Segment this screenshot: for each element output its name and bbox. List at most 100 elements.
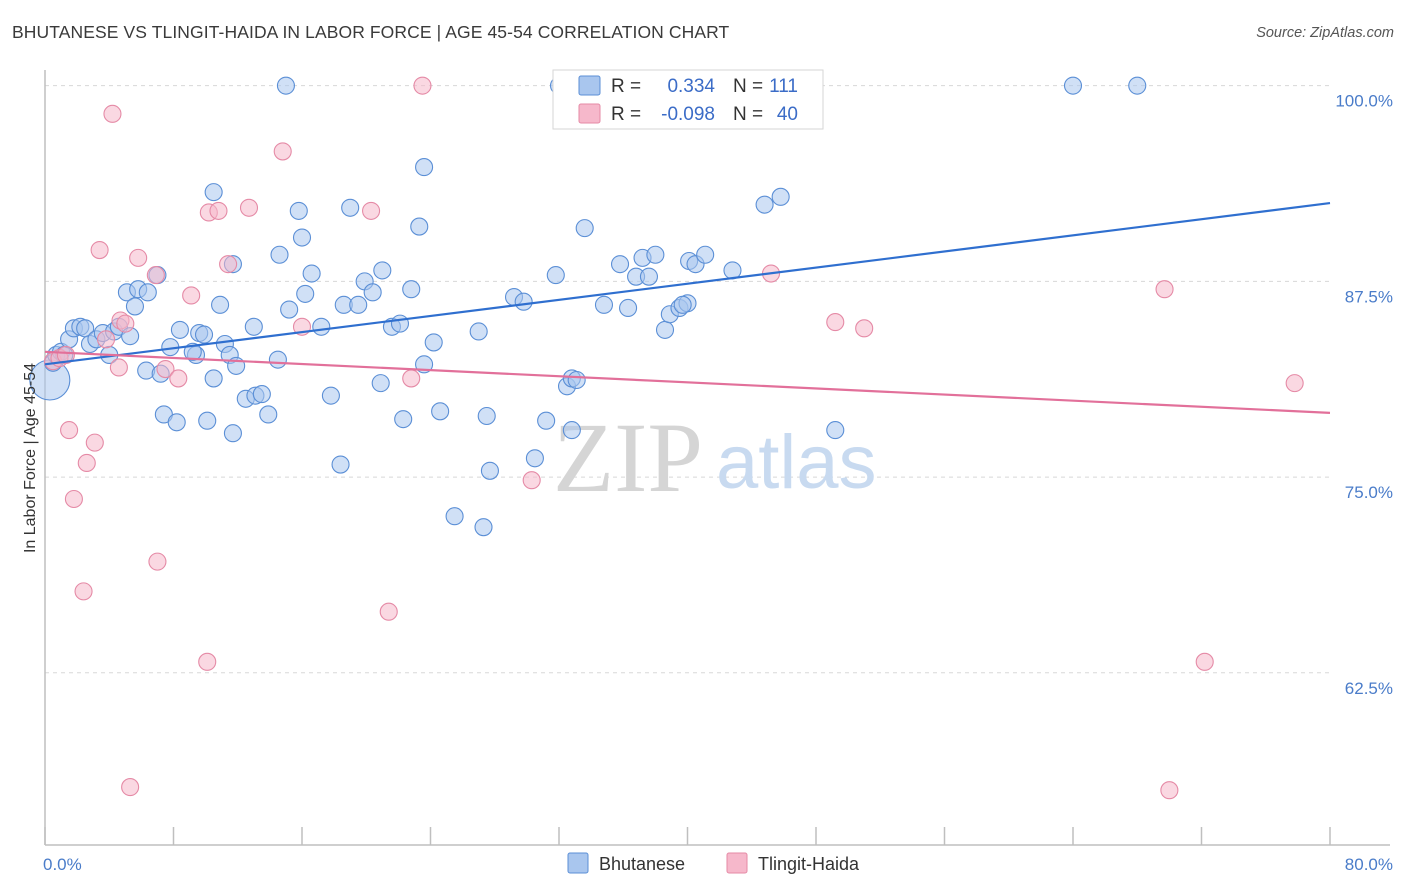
watermark-zip: ZIP bbox=[553, 402, 703, 513]
bhutanese-point-47 bbox=[270, 245, 289, 264]
bhutanese-point-68 bbox=[424, 333, 443, 352]
bhutanese-point-72 bbox=[445, 507, 464, 526]
x-tick-label-0: 0.0% bbox=[43, 855, 82, 874]
tlingit-haida-point-34 bbox=[826, 313, 845, 332]
bhutanese-point-33 bbox=[211, 295, 230, 314]
tlingit-haida-point-11 bbox=[109, 358, 128, 377]
watermark: ZIP atlas bbox=[553, 402, 877, 513]
legend-swatch-blue bbox=[578, 75, 601, 96]
bhutanese-point-106 bbox=[826, 421, 845, 440]
y-tick-label-2: 87.5% bbox=[1345, 287, 1393, 306]
bhutanese-point-70 bbox=[410, 217, 429, 236]
tlingit-haida-point-32 bbox=[522, 471, 541, 490]
bhutanese-point-105 bbox=[771, 187, 790, 206]
legend-n-value-1: 111 bbox=[769, 76, 798, 97]
bhutanese-point-48 bbox=[276, 76, 295, 95]
bhutanese-point-64 bbox=[390, 314, 410, 333]
bhutanese-point-85 bbox=[567, 370, 586, 390]
watermark-atlas: atlas bbox=[716, 420, 877, 505]
bhutanese-point-53 bbox=[312, 317, 331, 336]
tlingit-haida-point-37 bbox=[1195, 652, 1214, 671]
tlingit-haida-point-35 bbox=[855, 319, 874, 338]
bhutanese-point-81 bbox=[546, 266, 565, 285]
bhutanese-point-46 bbox=[280, 300, 299, 319]
tick-labels: 62.5% 75.0% 87.5% 100.0% 0.0% 80.0% bbox=[43, 92, 1393, 874]
chart-title: BHUTANESE VS TLINGIT-HAIDA IN LABOR FORC… bbox=[12, 22, 730, 42]
tlingit-haida-point-38 bbox=[1285, 374, 1304, 393]
tlingit-haida-trend-line bbox=[44, 350, 1331, 414]
bhutanese-point-87 bbox=[575, 219, 594, 238]
bhutanese-point-74 bbox=[474, 518, 493, 537]
axes bbox=[44, 70, 1390, 846]
tlingit-haida-point-7 bbox=[85, 433, 104, 452]
tlingit-haida-point-23 bbox=[219, 255, 238, 274]
bhutanese-point-73 bbox=[469, 322, 488, 341]
tlingit-haida-point-3 bbox=[60, 421, 79, 440]
tlingit-haida-point-22 bbox=[209, 201, 228, 220]
bhutanese-point-69 bbox=[431, 402, 450, 421]
legend-n-label-2: N = bbox=[733, 104, 763, 125]
bhutanese-point-52 bbox=[302, 264, 321, 283]
tlingit-haida-point-13 bbox=[116, 314, 135, 333]
bottom-legend-bhutanese: Bhutanese bbox=[599, 854, 685, 874]
bhutanese-point-17 bbox=[125, 297, 144, 316]
bhutanese-point-88 bbox=[594, 295, 614, 314]
tlingit-haida-point-10 bbox=[103, 104, 122, 123]
tlingit-haida-point-24 bbox=[198, 652, 217, 671]
bhutanese-point-99 bbox=[673, 295, 692, 314]
tlingit-haida-point-15 bbox=[129, 248, 148, 267]
tlingit-haida-point-28 bbox=[362, 201, 381, 220]
bhutanese-point-57 bbox=[341, 198, 360, 217]
tlingit-haida-point-29 bbox=[379, 602, 398, 621]
legend-swatch-pink bbox=[578, 103, 601, 124]
bhutanese-point-79 bbox=[525, 449, 544, 468]
bhutanese-point-61 bbox=[371, 374, 390, 393]
bhutanese-point-51 bbox=[296, 284, 315, 303]
bhutanese-point-58 bbox=[349, 295, 368, 314]
bhutanese-point-66 bbox=[402, 280, 421, 299]
bhutanese-point-78 bbox=[514, 292, 533, 311]
tlingit-haida-point-36 bbox=[1155, 280, 1174, 299]
bhutanese-point-90 bbox=[619, 298, 638, 318]
bhutanese-point-44 bbox=[244, 317, 263, 336]
tlingit-haida-point-20 bbox=[182, 286, 201, 305]
bhutanese-point-71 bbox=[415, 158, 434, 177]
bhutanese-point-38 bbox=[204, 183, 223, 202]
y-tick-label-3: 100.0% bbox=[1335, 92, 1393, 111]
trend-lines bbox=[44, 201, 1331, 414]
bhutanese-point-86 bbox=[562, 421, 581, 440]
tlingit-haida-points bbox=[43, 76, 1304, 800]
bhutanese-point-37 bbox=[223, 424, 242, 443]
y-tick-label-0: 62.5% bbox=[1345, 679, 1393, 698]
tlingit-haida-point-4 bbox=[64, 489, 83, 509]
bhutanese-point-32 bbox=[198, 411, 217, 430]
tlingit-haida-point-6 bbox=[77, 453, 96, 473]
bhutanese-point-25 bbox=[167, 413, 186, 432]
bhutanese-point-60 bbox=[363, 283, 382, 302]
y-axis-label: In Labor Force | Age 45-54 bbox=[22, 363, 39, 553]
bhutanese-point-107 bbox=[1063, 76, 1083, 95]
bhutanese-point-42 bbox=[252, 385, 271, 404]
bhutanese-point-50 bbox=[292, 228, 312, 247]
tlingit-haida-point-8 bbox=[90, 241, 109, 260]
bhutanese-point-49 bbox=[289, 201, 308, 220]
tlingit-haida-point-9 bbox=[96, 330, 116, 349]
bhutanese-point-80 bbox=[537, 411, 556, 430]
x-tick-label-1: 80.0% bbox=[1345, 855, 1393, 874]
tlingit-haida-point-39 bbox=[1160, 781, 1179, 800]
tlingit-haida-point-25 bbox=[239, 198, 259, 217]
chart-source: Source: ZipAtlas.com bbox=[1256, 25, 1394, 41]
legend-n-value-2: 40 bbox=[777, 104, 798, 125]
bhutanese-point-31 bbox=[204, 369, 223, 388]
y-tick-label-1: 75.0% bbox=[1345, 483, 1393, 502]
tlingit-haida-point-5 bbox=[74, 582, 93, 601]
tlingit-haida-point-16 bbox=[146, 266, 165, 285]
gridlines bbox=[45, 85, 1330, 674]
tlingit-haida-point-17 bbox=[148, 552, 167, 571]
correlation-legend: R = 0.334 N = 111 R = -0.098 N = 40 bbox=[552, 69, 824, 130]
legend-r-label-2: R = bbox=[611, 104, 641, 125]
bhutanese-point-45 bbox=[268, 350, 287, 369]
bhutanese-point-108 bbox=[1128, 76, 1147, 95]
bottom-legend-swatch-bhutanese bbox=[567, 852, 589, 874]
